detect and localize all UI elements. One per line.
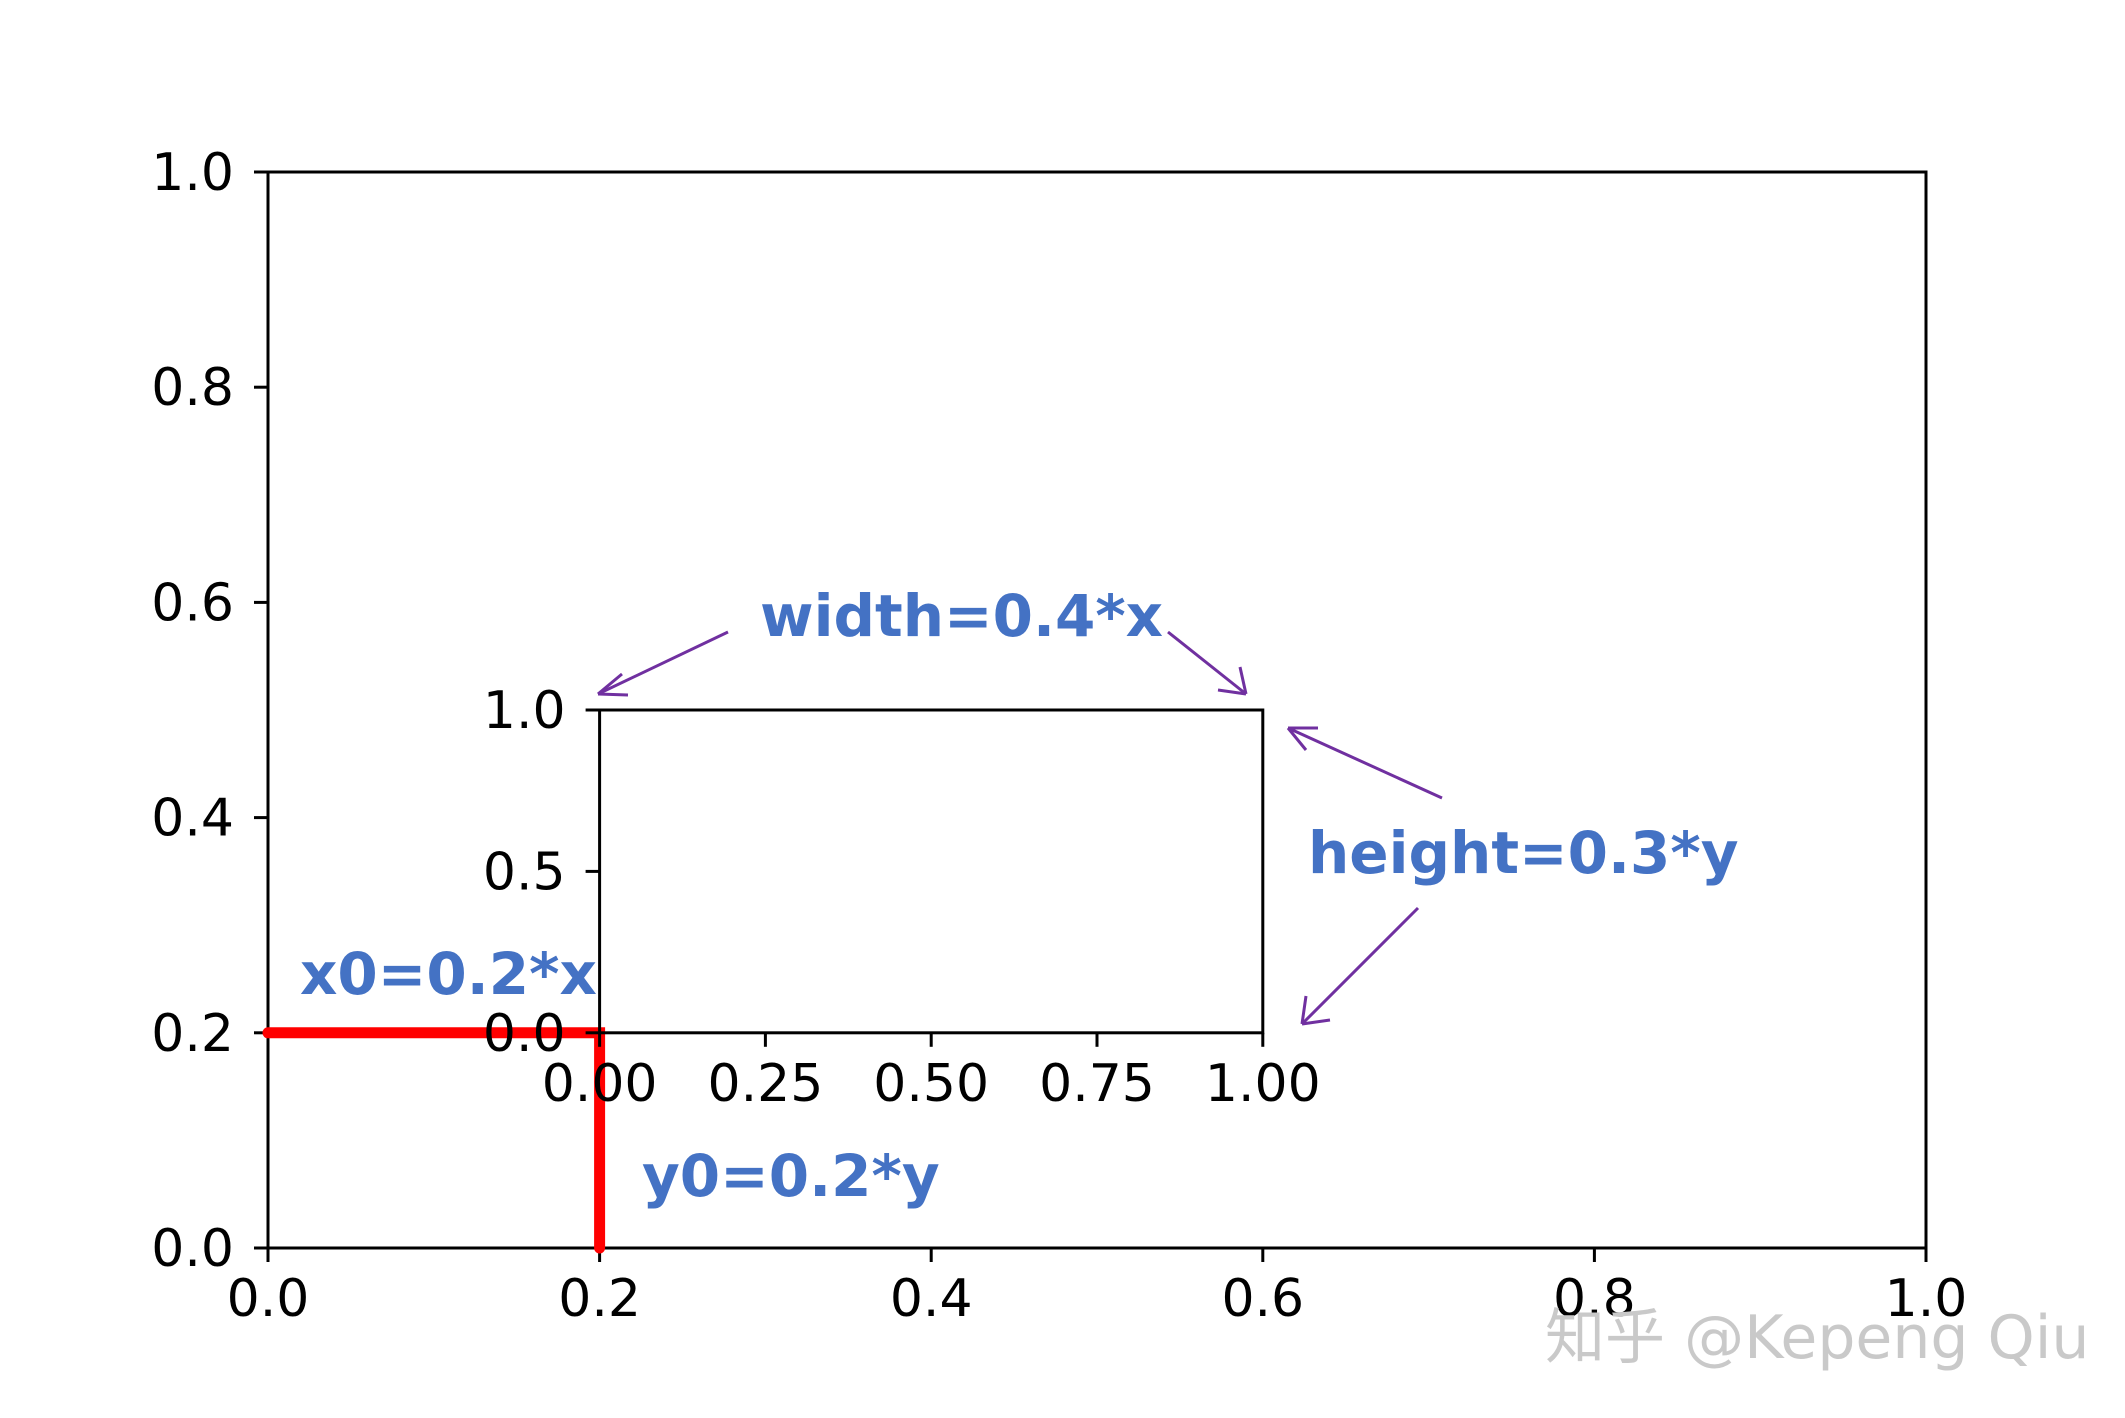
outer-y-tick-label: 0.0 bbox=[151, 1219, 234, 1279]
inset-y-tick-label: 0.0 bbox=[483, 1004, 566, 1064]
inset-y-tick-label: 0.5 bbox=[483, 842, 566, 902]
width-annotation: width=0.4*x bbox=[760, 582, 1163, 650]
outer-x-tick-label: 0.0 bbox=[227, 1269, 310, 1329]
height-arrow-bottom bbox=[1300, 906, 1420, 1026]
outer-y-tick-label: 0.4 bbox=[151, 789, 234, 849]
outer-x-tick-label: 0.2 bbox=[558, 1269, 641, 1329]
height-arrow-top-head bbox=[1286, 726, 1318, 751]
outer-x-ticks: 0.0 0.2 0.4 0.6 0.8 1.0 bbox=[227, 1248, 1968, 1329]
outer-y-tick-label: 1.0 bbox=[151, 143, 234, 203]
inset-x-tick-label: 0.00 bbox=[542, 1054, 658, 1114]
y0-annotation: y0=0.2*y bbox=[642, 1142, 940, 1210]
height-annotation: height=0.3*y bbox=[1308, 819, 1739, 887]
outer-y-tick-label: 0.8 bbox=[151, 358, 234, 418]
watermark: 知乎 @Kepeng Qiu bbox=[1545, 1303, 2089, 1373]
inset-y-tick-label: 1.0 bbox=[483, 681, 566, 741]
height-arrow-bottom-head bbox=[1300, 995, 1331, 1026]
inset-x-tick-label: 1.00 bbox=[1205, 1054, 1321, 1114]
width-arrow-right-head bbox=[1217, 666, 1248, 696]
outer-y-tick-label: 0.6 bbox=[151, 573, 234, 633]
outer-y-ticks: 0.0 0.2 0.4 0.6 0.8 1.0 bbox=[151, 143, 268, 1279]
width-arrow-left bbox=[597, 630, 729, 696]
inset-x-tick-label: 0.75 bbox=[1039, 1054, 1155, 1114]
inset-y-ticks: 0.0 0.5 1.0 bbox=[483, 681, 600, 1064]
outer-x-tick-label: 1.0 bbox=[1885, 1269, 1968, 1329]
inset-axes: 0.00 0.25 0.50 0.75 1.00 0.0 0.5 1.0 bbox=[483, 681, 1321, 1114]
outer-x-tick-label: 0.6 bbox=[1221, 1269, 1304, 1329]
inset-x-tick-label: 0.50 bbox=[873, 1054, 989, 1114]
x0-annotation: x0=0.2*x bbox=[300, 940, 597, 1008]
inset-x-tick-label: 0.25 bbox=[708, 1054, 824, 1114]
outer-x-tick-label: 0.4 bbox=[890, 1269, 973, 1329]
outer-x-tick-label: 0.8 bbox=[1553, 1269, 1636, 1329]
annotation-arrows bbox=[597, 630, 1443, 1026]
inset-x-ticks: 0.00 0.25 0.50 0.75 1.00 bbox=[542, 1032, 1321, 1114]
width-arrow-left-head bbox=[597, 672, 629, 697]
outer-axes: 0.0 0.2 0.4 0.6 0.8 1.0 0.0 0.2 0.4 0.6 0.8 1.0 bbox=[151, 143, 1967, 1329]
outer-axes-frame bbox=[266, 170, 1928, 1250]
width-arrow-right bbox=[1167, 630, 1247, 696]
outer-y-tick-label: 0.2 bbox=[151, 1004, 234, 1064]
height-arrow-top bbox=[1287, 726, 1443, 800]
